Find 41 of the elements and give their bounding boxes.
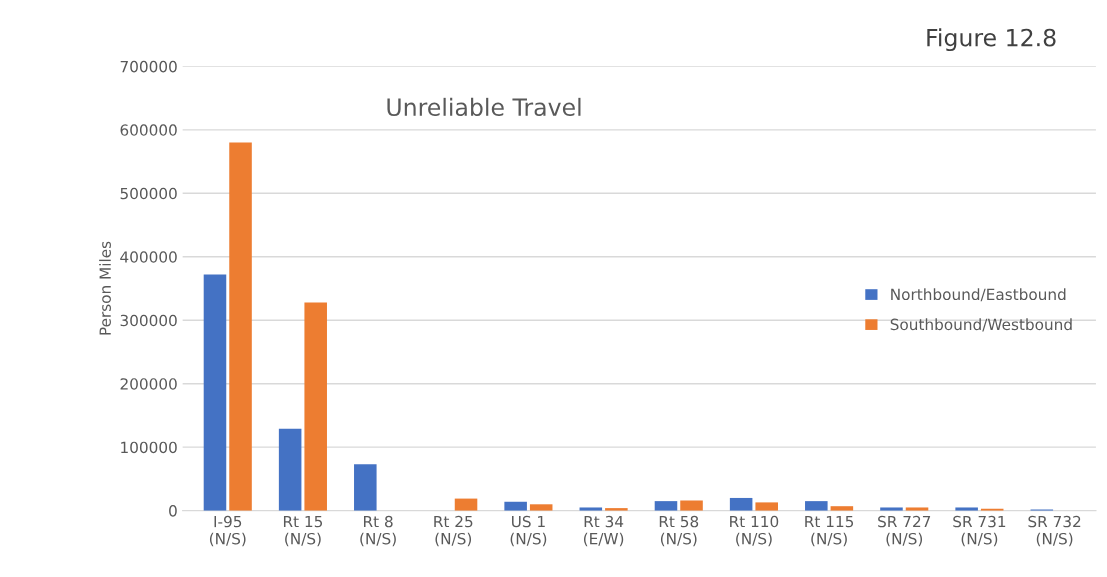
y-tick-label: 200000 xyxy=(120,378,177,390)
bar xyxy=(805,501,828,511)
bar xyxy=(880,507,903,511)
bar xyxy=(304,302,327,511)
bar xyxy=(955,507,978,511)
x-tick-label: Rt 34 (E/W) xyxy=(583,515,624,547)
bar xyxy=(579,507,603,511)
x-tick-label: Rt 58 (N/S) xyxy=(659,515,699,547)
x-tick-label: I-95 (N/S) xyxy=(209,515,246,547)
y-tick-label: 700000 xyxy=(120,60,177,73)
x-tick-label: Rt 110 (N/S) xyxy=(730,515,779,547)
bar xyxy=(729,497,753,511)
bar xyxy=(229,142,252,511)
bar xyxy=(905,507,929,511)
legend-label: Northbound/Eastbound xyxy=(891,288,1066,302)
x-tick-label: Rt 115 (N/S) xyxy=(805,515,854,547)
y-tick-label: 300000 xyxy=(120,314,177,327)
text: Unreliable Travel xyxy=(387,97,581,117)
x-tick-label: SR 731 (N/S) xyxy=(953,515,1006,547)
x-tick-label: Rt 15 (N/S) xyxy=(283,515,323,547)
bar xyxy=(680,500,703,511)
x-tick-label: Rt 25 (N/S) xyxy=(434,515,473,547)
legend-label: Southbound/Westbound xyxy=(890,318,1072,332)
y-tick-label: 600000 xyxy=(120,124,177,136)
bar xyxy=(504,501,527,511)
y-tick-label: 0 xyxy=(169,505,177,517)
x-tick-label: SR 732 (N/S) xyxy=(1028,515,1081,547)
bar xyxy=(755,502,778,511)
y-tick-label: 500000 xyxy=(120,187,177,200)
y-axis-title: Person Miles xyxy=(99,241,111,335)
bar xyxy=(203,274,227,511)
bar xyxy=(529,504,553,511)
x-tick-label: Rt 8 (N/S) xyxy=(360,515,396,547)
bar xyxy=(354,464,377,511)
bar xyxy=(654,501,678,511)
x-tick-label: SR 727 (N/S) xyxy=(878,515,931,547)
caption: Figure 12.8 xyxy=(927,28,1056,52)
y-tick-label: 100000 xyxy=(121,441,177,454)
x-tick-label: US 1 (N/S) xyxy=(510,515,547,547)
y-tick-label: 400000 xyxy=(120,251,177,263)
bar xyxy=(278,428,302,511)
